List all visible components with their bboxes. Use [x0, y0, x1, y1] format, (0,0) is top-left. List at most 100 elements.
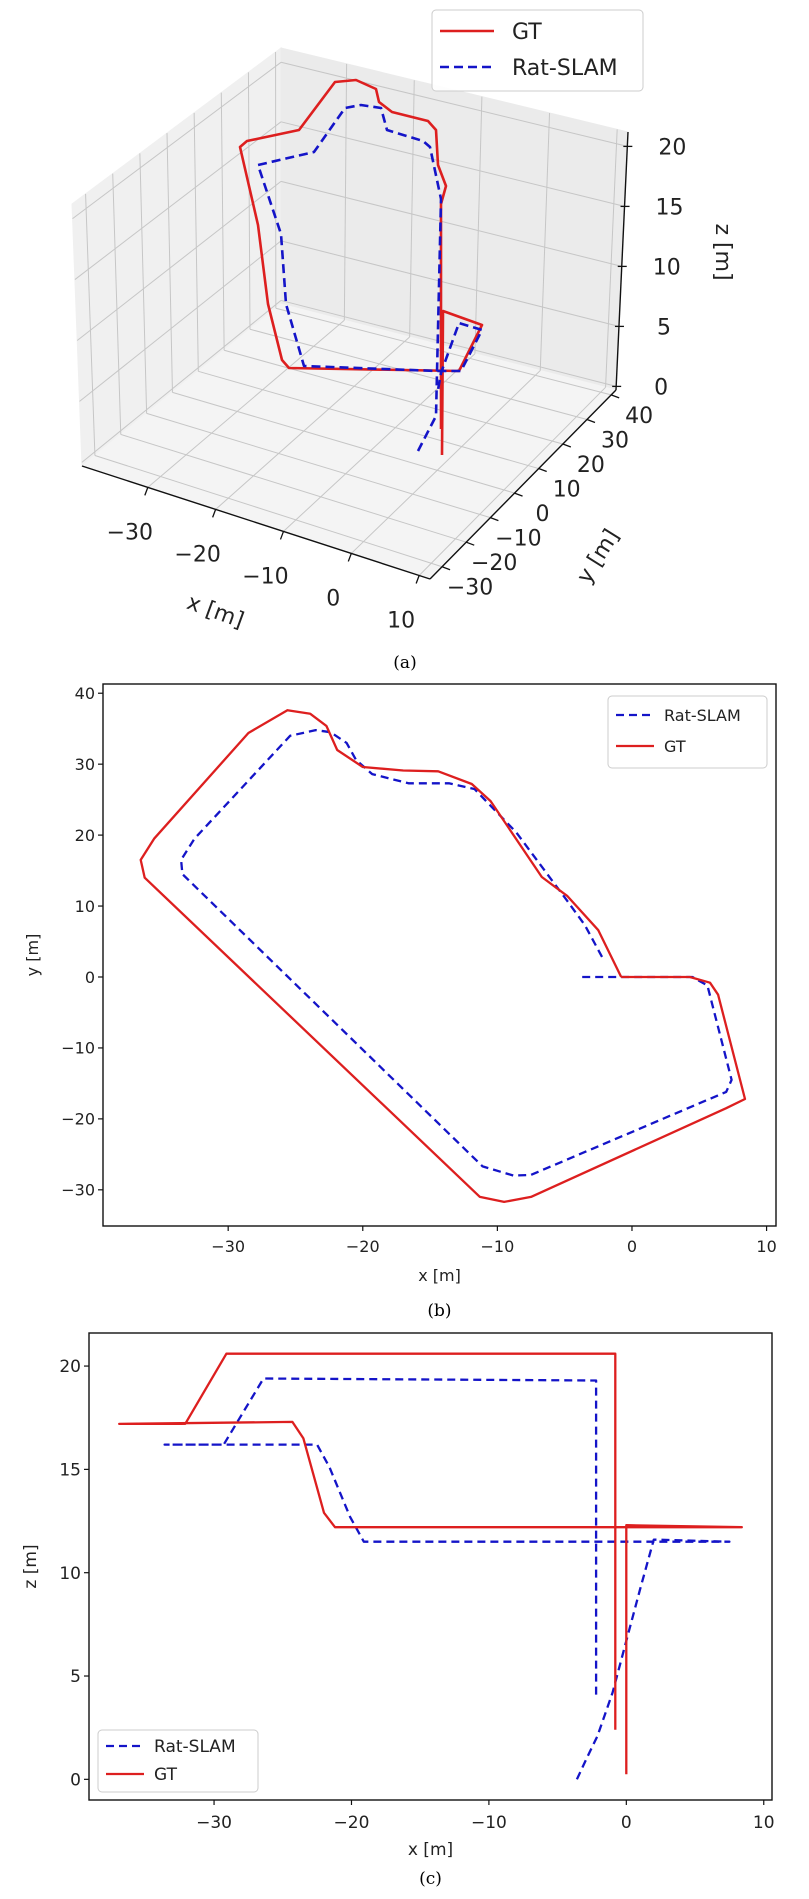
series-line-gt — [118, 1352, 743, 1775]
x-tick-mark — [347, 553, 352, 562]
y-axis-label: y [m] — [572, 525, 624, 588]
z-axis-line — [615, 131, 629, 391]
panel-caption: (c) — [419, 1869, 442, 1889]
x-tick-label: 0 — [326, 586, 340, 611]
y-tick-label: 20 — [577, 453, 605, 478]
x-tick-mark — [144, 487, 149, 496]
y-tick-label: 10 — [553, 478, 581, 503]
z-tick-label: 15 — [656, 195, 684, 220]
z-tick-label: 0 — [654, 375, 668, 400]
y-tick-label: 10 — [75, 897, 95, 916]
y-tick-label: 30 — [75, 755, 95, 774]
grid-line — [280, 299, 617, 387]
grid-line — [147, 319, 345, 488]
grid-line — [172, 391, 515, 494]
x-tick-label: −30 — [107, 520, 153, 545]
x-axis-label: x [m] — [183, 590, 247, 634]
grid-line — [76, 180, 282, 341]
y-tick-label: 0 — [536, 502, 550, 527]
grid-line — [94, 455, 443, 568]
x-tick-mark — [279, 531, 285, 540]
y-tick-label: 5 — [70, 1667, 81, 1687]
grid-line — [224, 349, 563, 445]
y-tick-label: −30 — [447, 576, 493, 601]
grid-line — [247, 72, 251, 330]
y-tick-label: −10 — [61, 1039, 95, 1058]
grid-line — [280, 180, 622, 267]
grid-line — [74, 121, 282, 280]
y-tick-label: 20 — [59, 1357, 81, 1377]
y-tick-mark — [562, 443, 572, 448]
y-tick-label: 10 — [59, 1564, 81, 1584]
grid-line — [166, 133, 173, 393]
x-tick-label: −30 — [196, 1813, 232, 1833]
x-axis-label: x [m] — [408, 1840, 453, 1860]
panel-b-xy-trajectory: −30 −20 −10 0 10 −30 −20 −10 0 10 20 30 40 x [m] y [m]… — [23, 683, 777, 1321]
x-tick-label: 0 — [627, 1237, 637, 1256]
grid-line — [605, 129, 618, 388]
grid-line — [85, 193, 96, 456]
grid-line — [280, 61, 628, 147]
x-tick-label: 10 — [753, 1813, 775, 1833]
grid-line — [474, 96, 483, 354]
x-tick-label: −20 — [174, 542, 220, 567]
grid-line — [280, 240, 620, 327]
x-tick-label: −10 — [471, 1813, 507, 1833]
legend-label: GT — [154, 1765, 178, 1785]
y-tick-label: −20 — [61, 1110, 95, 1129]
x-tick-label: −30 — [211, 1237, 245, 1256]
y-tick-label: 15 — [59, 1461, 81, 1481]
grid-line — [249, 328, 588, 420]
legend-label: Rat-SLAM — [512, 56, 618, 81]
axes-frame — [88, 1332, 773, 1801]
x-tick-label: −10 — [480, 1237, 514, 1256]
x-axis-line — [81, 465, 431, 580]
grid-line — [198, 370, 539, 470]
x-tick-label: −20 — [334, 1813, 370, 1833]
y-axis-label: y [m] — [23, 934, 42, 977]
legend-label: GT — [512, 20, 542, 45]
x-tick-mark — [212, 509, 217, 518]
legend-label: Rat-SLAM — [154, 1737, 236, 1757]
x-tick-label: −20 — [346, 1237, 380, 1256]
y-axis-label: z [m] — [21, 1544, 41, 1588]
x-tick-label: 10 — [387, 608, 415, 633]
legend-label: Rat-SLAM — [664, 706, 741, 725]
grid-line — [112, 173, 122, 435]
y-tick-label: 30 — [601, 428, 629, 453]
grid-line — [409, 80, 415, 338]
z-tick-label: 10 — [653, 255, 681, 280]
grid-line — [350, 370, 541, 554]
grid-line — [139, 153, 148, 414]
grid-line — [215, 336, 410, 510]
grid-line — [193, 112, 199, 372]
grid-line — [146, 412, 491, 519]
y-tick-mark — [466, 541, 475, 546]
y-tick-mark — [538, 467, 547, 473]
y-axis-line — [429, 389, 617, 580]
x-axis-label: x [m] — [418, 1266, 461, 1285]
y-tick-label: 40 — [75, 684, 95, 703]
axes-frame — [102, 683, 777, 1227]
y-tick-label: 0 — [85, 968, 95, 987]
grid-line — [81, 300, 282, 463]
panel-a-3d-trajectory: −30−20−10010−30−20−1001020304005101520x … — [71, 9, 735, 673]
series-line-gt — [139, 709, 747, 1204]
panel-caption: (a) — [393, 653, 416, 673]
y-tick-label: −20 — [471, 551, 517, 576]
y-tick-mark — [441, 566, 451, 571]
y-tick-label: 0 — [70, 1770, 81, 1790]
z-tick-label: 20 — [658, 135, 686, 160]
y-tick-label: −30 — [61, 1181, 95, 1200]
panel-c-xz-trajectory: −30 −20 −10 0 10 0 5 10 15 20 x [m] z [m] (c) Rat-SLA… — [21, 1332, 775, 1889]
z-axis-label: z [m] — [710, 223, 735, 280]
grid-line — [120, 433, 467, 543]
y-tick-mark — [514, 492, 523, 497]
y-tick-label: 40 — [625, 404, 653, 429]
series-line-rat-slam — [163, 1377, 731, 1780]
grid-line — [79, 240, 282, 402]
series-line-rat-slam — [179, 728, 733, 1177]
grid-line — [418, 386, 606, 576]
x-tick-label: 10 — [756, 1237, 776, 1256]
y-tick-mark — [610, 394, 620, 399]
